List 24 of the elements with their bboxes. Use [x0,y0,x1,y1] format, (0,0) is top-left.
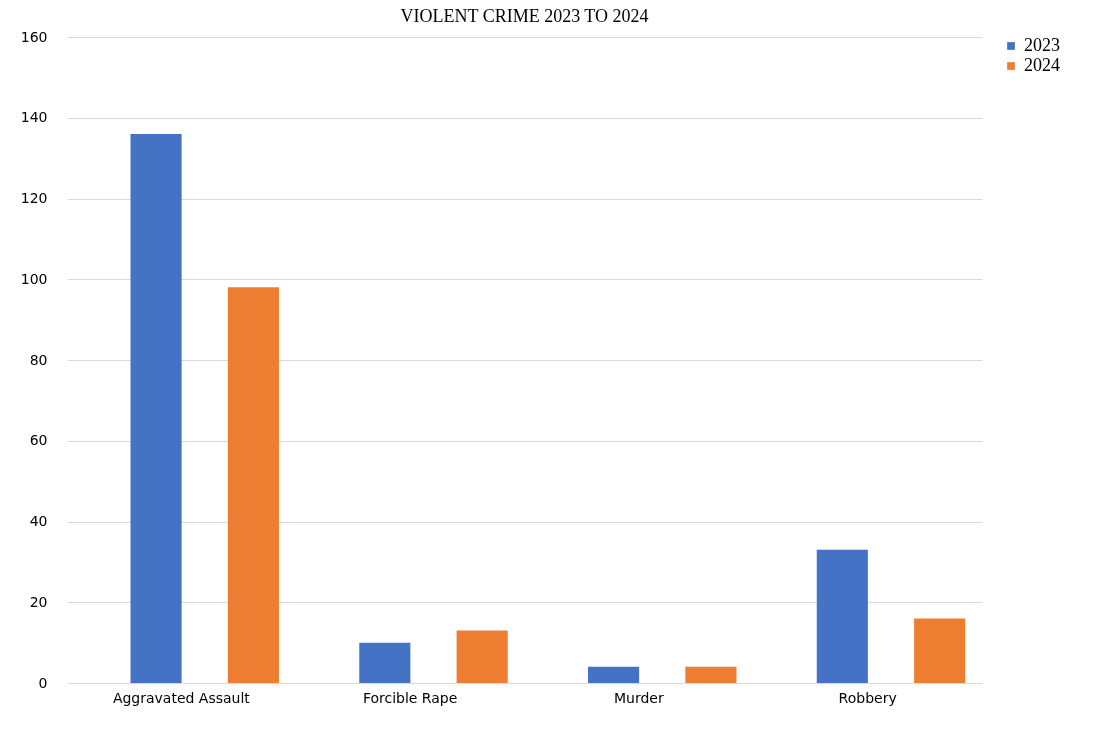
bar [359,642,411,683]
bar [816,549,868,683]
y-tick-label: 140 [20,109,48,126]
legend-label: 2024 [1024,55,1060,75]
legend-label: 2023 [1024,35,1060,55]
chart-title: VIOLENT CRIME 2023 TO 2024 [400,6,649,26]
y-tick-label: 0 [38,674,48,691]
y-tick-label: 160 [20,28,48,45]
x-tick-label: Murder [614,689,664,706]
bar [130,133,182,683]
bar [685,666,737,683]
bar [914,618,966,683]
bar [588,666,640,683]
y-tick-label: 20 [29,593,48,610]
x-tick-label: Forcible Rape [362,689,458,706]
x-tick-label: Robbery [838,689,897,706]
bar [456,630,508,683]
y-tick-label: 60 [29,432,48,449]
y-tick-label: 40 [29,513,48,529]
y-tick-label: 100 [20,270,48,287]
y-tick-label: 120 [20,190,48,206]
y-tick-label: 80 [29,351,48,368]
x-tick-label: Aggravated Assault [112,689,251,706]
bar [227,287,279,683]
